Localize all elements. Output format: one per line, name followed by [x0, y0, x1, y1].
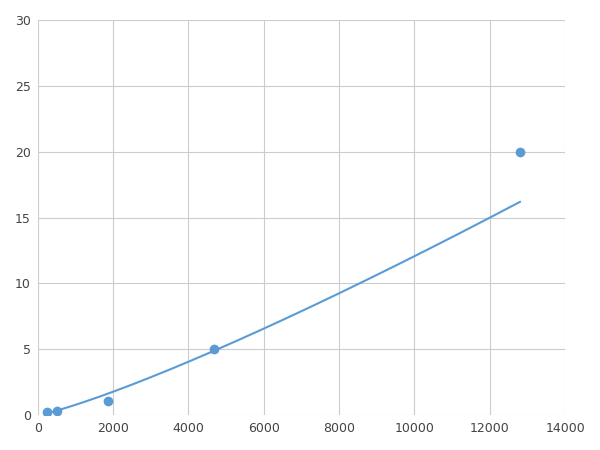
Point	[52, 408, 61, 415]
Point	[104, 397, 113, 404]
Point	[515, 148, 525, 155]
Point	[43, 409, 52, 416]
Point	[209, 346, 219, 353]
